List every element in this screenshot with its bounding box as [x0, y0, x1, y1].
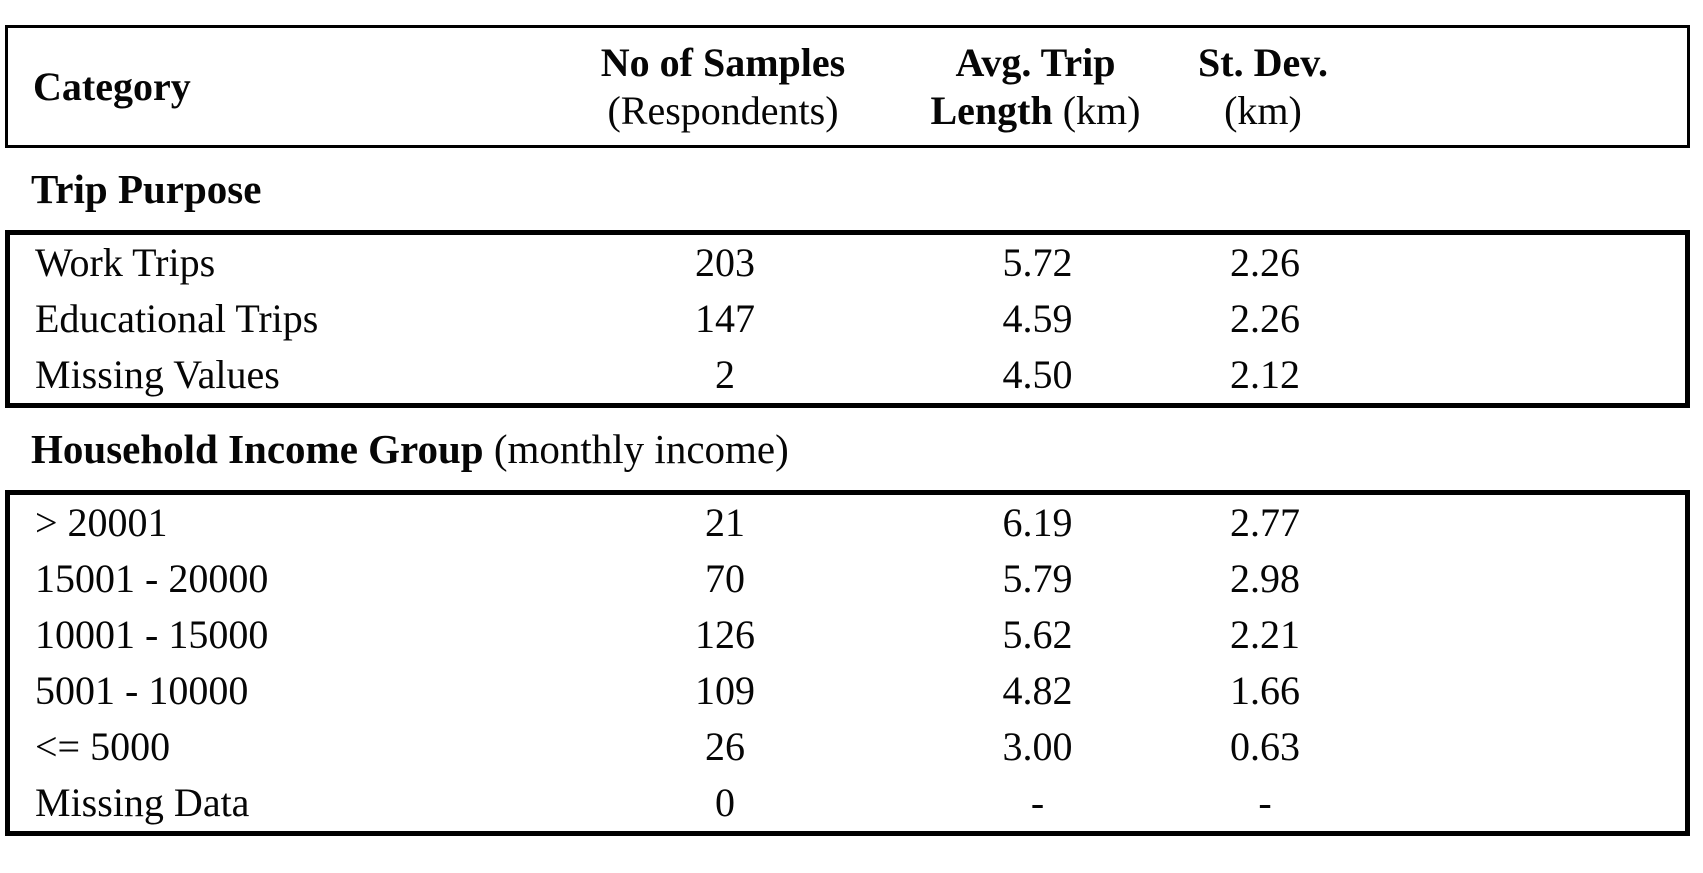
cell-avg-trip-length: 6.19	[1002, 500, 1073, 545]
header-avg-trip-length: Avg. Trip Length (km)	[903, 39, 1168, 135]
table-row: Work Trips 203 5.72 2.26	[10, 235, 1685, 291]
cell-avg-trip-length: -	[1030, 780, 1045, 825]
header-avg-trip-line2: Length (km)	[930, 87, 1141, 133]
table-row: 10001 - 15000 126 5.62 2.21	[10, 607, 1685, 663]
cell-st-dev: 2.77	[1230, 500, 1300, 545]
cell-category: Missing Values	[35, 352, 280, 397]
cell-st-dev: 0.63	[1230, 724, 1300, 769]
table-row: 15001 - 20000 70 5.79 2.98	[10, 551, 1685, 607]
cell-avg-trip-length: 4.82	[1002, 668, 1073, 713]
cell-st-dev: 2.26	[1230, 240, 1300, 285]
cell-category: Missing Data	[35, 780, 250, 825]
cell-samples: 2	[715, 352, 735, 397]
header-no-of-samples-line1: No of Samples	[600, 39, 846, 85]
cell-samples: 147	[695, 296, 755, 341]
cell-st-dev: 2.12	[1230, 352, 1300, 397]
cell-avg-trip-length: 5.79	[1002, 556, 1073, 601]
header-no-of-samples-line2: (Respondents)	[607, 87, 839, 133]
cell-avg-trip-length: 5.62	[1002, 612, 1073, 657]
cell-st-dev: 2.98	[1230, 556, 1300, 601]
section-heading-household-income: Household Income Group (monthly income)	[31, 426, 789, 472]
cell-category: 5001 - 10000	[35, 668, 249, 713]
cell-samples: 26	[705, 724, 745, 769]
header-avg-trip-line1: Avg. Trip	[955, 39, 1116, 85]
cell-st-dev: 2.21	[1230, 612, 1300, 657]
cell-samples: 203	[695, 240, 755, 285]
section-heading-trip-purpose: Trip Purpose	[31, 166, 262, 212]
cell-samples: 70	[705, 556, 745, 601]
cell-avg-trip-length: 3.00	[1002, 724, 1073, 769]
cell-st-dev: 2.26	[1230, 296, 1300, 341]
cell-samples: 0	[715, 780, 735, 825]
cell-st-dev: 1.66	[1230, 668, 1300, 713]
table-row: 5001 - 10000 109 4.82 1.66	[10, 663, 1685, 719]
cell-avg-trip-length: 5.72	[1002, 240, 1073, 285]
cell-category: > 20001	[35, 500, 168, 545]
household-income-box: > 20001 21 6.19 2.77 15001 - 20000 70 5.…	[5, 490, 1690, 836]
table-row: Missing Data 0 - -	[10, 775, 1685, 831]
trip-purpose-box: Work Trips 203 5.72 2.26 Educational Tri…	[5, 230, 1690, 408]
cell-avg-trip-length: 4.59	[1002, 296, 1073, 341]
cell-category: <= 5000	[35, 724, 171, 769]
cell-samples: 126	[695, 612, 755, 657]
cell-category: Work Trips	[35, 240, 216, 285]
header-st-dev: St. Dev. (km)	[1198, 39, 1328, 133]
table-row: Educational Trips 147 4.59 2.26	[10, 291, 1685, 347]
table-header: Category No of Samples (Respondents) Avg…	[5, 25, 1690, 148]
cell-samples: 109	[695, 668, 755, 713]
cell-category: Educational Trips	[35, 296, 319, 341]
table-row: Missing Values 2 4.50 2.12	[10, 347, 1685, 403]
header-no-of-samples: No of Samples (Respondents)	[543, 39, 903, 135]
cell-category: 15001 - 20000	[35, 556, 269, 601]
cell-samples: 21	[705, 500, 745, 545]
table-row: > 20001 21 6.19 2.77	[10, 495, 1685, 551]
cell-st-dev: -	[1258, 780, 1272, 825]
header-category: Category	[33, 63, 191, 109]
table-row: <= 5000 26 3.00 0.63	[10, 719, 1685, 775]
cell-category: 10001 - 15000	[35, 612, 269, 657]
cell-avg-trip-length: 4.50	[1002, 352, 1073, 397]
